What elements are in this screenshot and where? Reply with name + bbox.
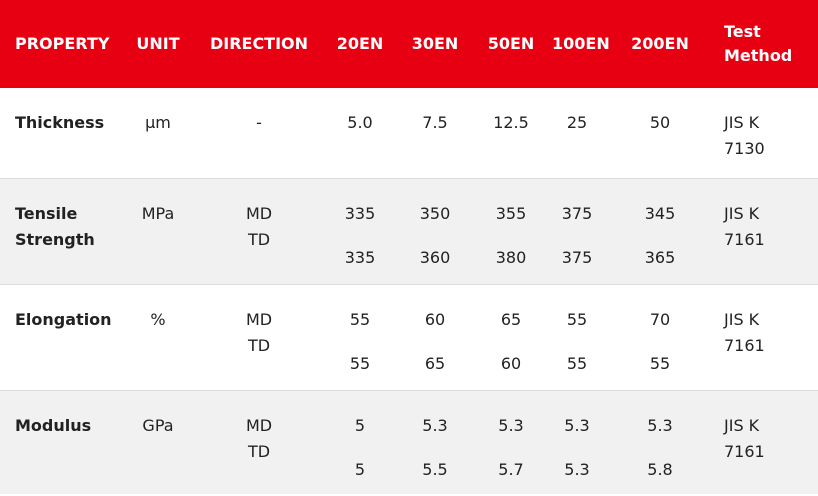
value-cell-30en: 5.3 5.5: [422, 415, 448, 479]
header-property: PROPERTY: [15, 34, 110, 53]
value-cell-200en: 50: [649, 113, 671, 132]
value-cell-200en: 70 55: [649, 309, 671, 373]
header-row: PROPERTY UNIT DIRECTION 20EN 30EN 50EN 1…: [0, 0, 818, 88]
value-cell-100en: 55 55: [566, 309, 588, 373]
test-method-cell: JIS K 7161: [724, 415, 765, 461]
direction-cell: MD TD: [245, 309, 273, 355]
table-row: Elongation % MD TD 55 55 60 65 65 60 55 55 7…: [0, 284, 818, 390]
test-method-cell: JIS K 7161: [724, 309, 765, 355]
value-cell-100en: 5.3 5.3: [564, 415, 590, 479]
value-cell-200en: 345 365: [644, 203, 676, 267]
value-cell-20en: 335 335: [344, 203, 376, 267]
value-cell-50en: 355 380: [495, 203, 527, 267]
header-30en: 30EN: [411, 34, 459, 53]
table-row: Tensile Strength MPa MD TD 335 335 350 360…: [0, 178, 818, 284]
value-cell-50en: 12.5: [493, 113, 529, 132]
value-cell-50en: 65 60: [500, 309, 522, 373]
test-method-cell: JIS K 7161: [724, 203, 765, 249]
direction-cell: -: [256, 113, 262, 132]
property-cell: Tensile Strength: [15, 203, 95, 249]
value-cell-100en: 375 375: [561, 203, 593, 267]
value-cell-30en: 350 360: [419, 203, 451, 267]
value-cell-50en: 5.3 5.7: [498, 415, 524, 479]
value-cell-30en: 7.5: [422, 113, 448, 132]
value-cell-20en: 55 55: [349, 309, 371, 373]
value-cell-200en: 5.3 5.8: [647, 415, 673, 479]
property-cell: Thickness: [15, 113, 105, 132]
property-cell: Elongation: [15, 309, 112, 329]
header-20en: 20EN: [336, 34, 384, 53]
direction-cell: MD TD: [245, 415, 273, 461]
header-50en: 50EN: [487, 34, 535, 53]
header-100en: 100EN: [552, 34, 610, 53]
unit-cell: %: [150, 309, 166, 329]
table-row: Thickness μm - 5.0 7.5 12.5 25 50 JIS K …: [0, 88, 818, 178]
value-cell-100en: 25: [566, 113, 588, 132]
test-method-cell: JIS K 7130: [724, 113, 765, 158]
value-cell-20en: 5.0: [347, 113, 373, 132]
property-cell: Modulus: [15, 415, 92, 435]
value-cell-30en: 60 65: [424, 309, 446, 373]
unit-cell: GPa: [142, 415, 174, 435]
direction-cell: MD TD: [245, 203, 273, 249]
header-test-method: Test Method: [724, 22, 793, 65]
header-200en: 200EN: [631, 34, 689, 53]
header-unit: UNIT: [136, 34, 180, 53]
unit-cell: MPa: [141, 203, 175, 223]
unit-cell: μm: [145, 113, 171, 132]
header-direction: DIRECTION: [209, 34, 309, 53]
